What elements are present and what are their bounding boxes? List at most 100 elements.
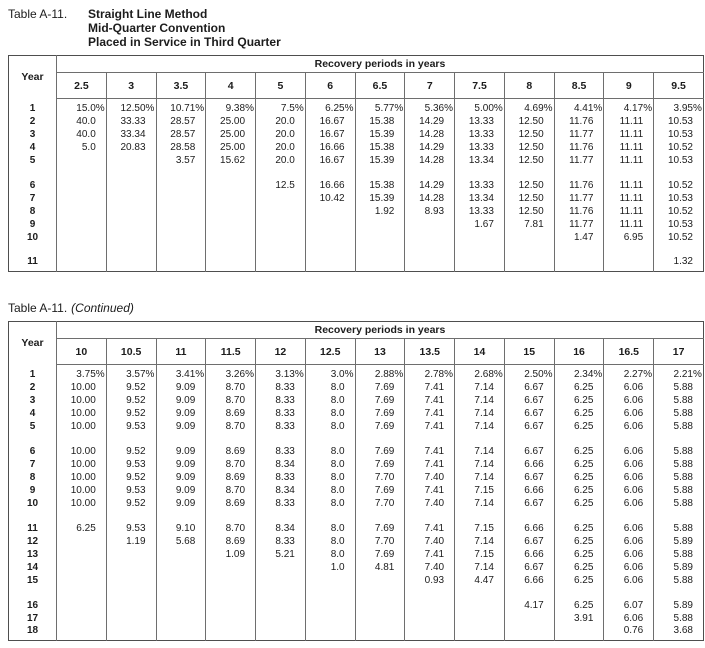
rate-cell: 3.41%	[155, 364, 206, 381]
rate-cell: 10.53	[653, 115, 704, 128]
rate-cell	[155, 561, 206, 574]
spacer-cell	[304, 433, 356, 445]
rate-cell	[255, 192, 306, 205]
rate-cell	[56, 548, 107, 561]
spacer-cell	[56, 167, 107, 179]
rate-cell: 10.53	[653, 218, 704, 231]
spacer-cell	[155, 587, 206, 599]
rate-cell: 6.66	[503, 574, 555, 587]
year-cell: 5	[8, 154, 57, 167]
rate-cell: 8.0	[304, 420, 356, 433]
rate-cell: 9.52	[105, 471, 157, 484]
rate-cell: 6.66	[503, 458, 555, 471]
rate-cell: 6.66	[503, 548, 555, 561]
rate-cell: 7.15	[454, 484, 505, 497]
rate-cell: 4.69%	[503, 98, 555, 115]
rate-cell: 7.41	[404, 484, 455, 497]
rate-cell: 6.67	[503, 497, 555, 510]
rate-cell: 5.88	[653, 497, 704, 510]
rate-cell: 12.50	[503, 115, 555, 128]
rate-cell: 12.50%	[105, 98, 157, 115]
rate-cell: 7.69	[354, 420, 405, 433]
rate-cell: 12.50	[503, 192, 555, 205]
rate-cell: 6.25	[553, 599, 604, 612]
rate-cell: 10.00	[56, 381, 107, 394]
rate-cell: 2.21%	[653, 364, 704, 381]
rate-cell: 7.41	[404, 394, 455, 407]
rate-cell: 11.77	[553, 218, 604, 231]
rate-cell: 8.0	[304, 445, 356, 458]
spacer-cell	[105, 244, 157, 256]
rate-cell: 2.34%	[553, 364, 604, 381]
rate-cell	[404, 599, 455, 612]
rate-cell: 9.38%	[205, 98, 256, 115]
rate-cell: 14.28	[404, 154, 455, 167]
rate-cell: 9.52	[105, 497, 157, 510]
rate-cell	[56, 179, 107, 192]
rate-cell	[155, 548, 206, 561]
year-cell: 10	[8, 231, 57, 244]
spacer-cell	[404, 433, 455, 445]
spacer-cell	[454, 510, 505, 522]
year-cell: 8	[8, 205, 57, 218]
spacer-cell	[205, 510, 256, 522]
rate-cell: 6.25	[553, 497, 604, 510]
rate-cell	[255, 612, 306, 625]
year-cell: 4	[8, 407, 57, 420]
spacer-cell	[553, 510, 604, 522]
rate-cell: 0.93	[404, 574, 455, 587]
rate-cell	[503, 231, 555, 244]
rate-cell: 8.33	[255, 471, 306, 484]
rate-cell	[553, 625, 604, 641]
rate-cell: 15.39	[354, 128, 405, 141]
spacer-cell	[553, 587, 604, 599]
rate-cell: 6.06	[603, 612, 654, 625]
rate-cell	[56, 192, 107, 205]
rate-cell: 8.34	[255, 522, 306, 535]
table-row: 7 10.42 15.39 14.28 13.34 12.50 11.77 11.11 10.5…	[8, 192, 704, 205]
rate-cell	[304, 218, 356, 231]
year-column-header: Year	[8, 55, 57, 99]
table2-title-label: Table A-11.	[8, 301, 68, 315]
rate-cell: 9.09	[155, 497, 206, 510]
rate-cell: 11.76	[553, 115, 604, 128]
spacer-cell	[354, 510, 405, 522]
rate-cell: 5.88	[653, 394, 704, 407]
rate-cell: 8.33	[255, 420, 306, 433]
year-cell: 1	[8, 364, 57, 381]
rate-cell	[105, 154, 157, 167]
rate-cell: 7.14	[454, 471, 505, 484]
rate-cell: 8.0	[304, 381, 356, 394]
rate-cell: 15.38	[354, 179, 405, 192]
rate-cell	[205, 192, 256, 205]
table-row: 2 40.0 33.33 28.57 25.00 20.0 16.67 15.38 14.29 1…	[8, 115, 704, 128]
period-header: 12.5	[304, 338, 356, 365]
rate-cell: 11.11	[603, 192, 654, 205]
spacer-cell	[653, 587, 704, 599]
rate-cell: 20.0	[255, 141, 306, 154]
rate-cell	[454, 231, 505, 244]
period-header: 15	[503, 338, 555, 365]
rate-cell	[105, 574, 157, 587]
rate-cell	[255, 561, 306, 574]
rate-cell	[155, 625, 206, 641]
rate-cell: 13.33	[454, 128, 505, 141]
spacer-cell	[8, 510, 57, 522]
rate-cell	[105, 548, 157, 561]
rate-cell: 0.76	[603, 625, 654, 641]
rate-cell	[205, 574, 256, 587]
year-cell: 6	[8, 445, 57, 458]
rate-cell: 14.28	[404, 192, 455, 205]
rate-cell: 7.15	[454, 548, 505, 561]
rate-cell: 9.09	[155, 394, 206, 407]
rate-cell	[354, 256, 405, 272]
year-cell: 1	[8, 98, 57, 115]
table-row: 3 40.0 33.34 28.57 25.00 20.0 16.67 15.39 14.28 1…	[8, 128, 704, 141]
rate-cell	[105, 205, 157, 218]
rate-cell: 7.40	[404, 561, 455, 574]
rate-cell: 1.0	[304, 561, 356, 574]
rate-cell: 13.33	[454, 115, 505, 128]
spacer-cell	[205, 167, 256, 179]
year-cell: 4	[8, 141, 57, 154]
rate-cell: 9.09	[155, 484, 206, 497]
